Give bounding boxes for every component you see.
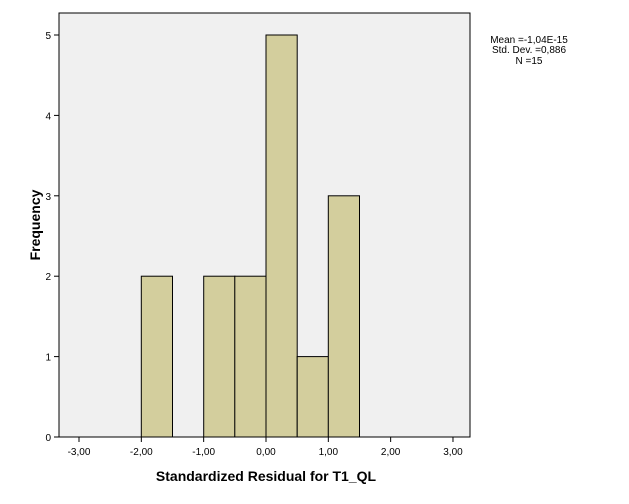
y-axis-title: Frequency (27, 189, 43, 260)
x-tick-label: 1,00 (319, 447, 339, 458)
y-axis: 0 1 2 3 4 5 (45, 31, 59, 444)
y-tick-label: 1 (45, 353, 51, 364)
histogram-bar-3 (234, 275, 267, 438)
x-tick-label: 3,00 (443, 447, 463, 458)
histogram-bar-2 (203, 275, 236, 438)
plot-frame (58, 12, 471, 438)
stats-std-dev: Std. Dev. =0,886 (492, 45, 566, 56)
histogram-bar-4 (265, 34, 298, 438)
y-tick-label: 0 (45, 433, 51, 444)
stats-n: N =15 (516, 56, 543, 67)
x-tick-label: 0,00 (256, 447, 276, 458)
histogram-bar-5 (296, 356, 329, 438)
x-axis-title: Standardized Residual for T1_QL (156, 468, 377, 484)
x-tick-label: -2,00 (130, 447, 153, 458)
y-tick-label: 3 (45, 192, 51, 203)
x-tick-label: -1,00 (192, 447, 215, 458)
x-tick-label: 2,00 (381, 447, 401, 458)
x-tick-label: -3,00 (68, 447, 91, 458)
bars-layer (140, 34, 360, 438)
stats-box: Mean =-1,04E-15 Std. Dev. =0,886 N =15 (490, 35, 568, 67)
y-tick-label: 5 (45, 31, 51, 42)
stats-mean: Mean =-1,04E-15 (490, 35, 568, 46)
y-tick-label: 2 (45, 272, 51, 283)
histogram-bar-6 (327, 195, 360, 438)
histogram-bar-1 (140, 275, 174, 438)
y-tick-label: 4 (45, 111, 51, 122)
x-axis: -3,00 -2,00 -1,00 0,00 1,00 2,00 3,00 (68, 437, 463, 458)
